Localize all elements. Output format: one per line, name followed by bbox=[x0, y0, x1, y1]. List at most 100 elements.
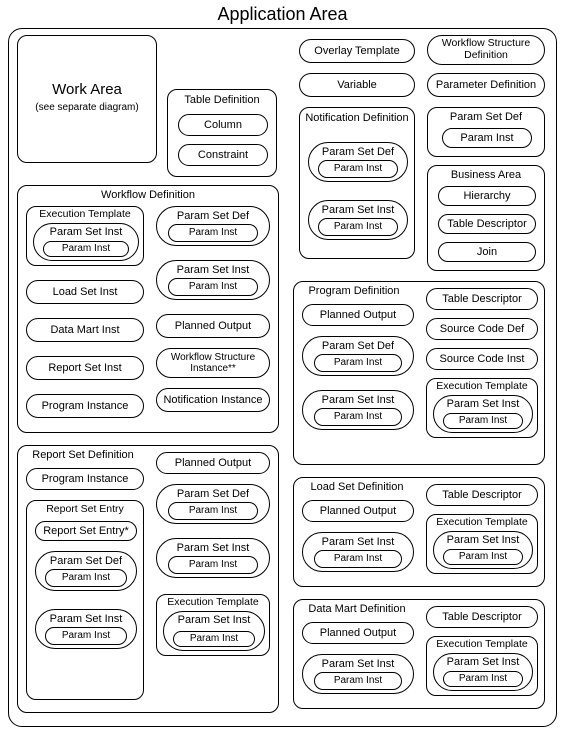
dmd-exec-template: Execution Template Param Set Inst Param … bbox=[426, 636, 538, 696]
variable-pill: Variable bbox=[299, 73, 415, 97]
dmd-td: Table Descriptor bbox=[426, 606, 538, 628]
wf-load-set-inst: Load Set Inst bbox=[26, 280, 144, 304]
pd-psi-child: Param Inst bbox=[314, 408, 402, 426]
pd-et-psi-label: Param Set Inst bbox=[447, 399, 520, 410]
data-mart-definition-box: Data Mart Definition Planned Output Para… bbox=[293, 599, 545, 709]
report-set-def-label: Report Set Definition bbox=[18, 449, 148, 461]
wf-psd-label: Param Set Def bbox=[177, 211, 249, 222]
ba-hierarchy: Hierarchy bbox=[438, 186, 536, 206]
notification-definition-box: Notification Definition Param Set Def Pa… bbox=[299, 107, 415, 259]
lsd-psi-child: Param Inst bbox=[314, 550, 402, 568]
wf-ni: Notification Instance bbox=[156, 388, 270, 412]
rsd-program-instance: Program Instance bbox=[26, 468, 144, 490]
column-pill: Column bbox=[178, 114, 268, 136]
wf-wsi: Workflow Structure Instance** bbox=[156, 348, 270, 378]
rsd-psi-label: Param Set Inst bbox=[177, 543, 250, 554]
wf-planned-output: Planned Output bbox=[156, 314, 270, 338]
constraint-pill: Constraint bbox=[178, 144, 268, 166]
wf-psi-label: Param Set Inst bbox=[177, 265, 250, 276]
business-area-label: Business Area bbox=[428, 169, 544, 181]
parameter-definition-pill: Parameter Definition bbox=[427, 73, 545, 97]
dmd-planned-output: Planned Output bbox=[302, 622, 414, 644]
lsd-td: Table Descriptor bbox=[426, 484, 538, 506]
pd-source-code-inst: Source Code Inst bbox=[426, 348, 538, 370]
notification-def-label-txt: Notification Definition bbox=[305, 112, 408, 124]
work-area-sub: (see separate diagram) bbox=[18, 102, 156, 113]
load-set-definition-box: Load Set Definition Planned Output Param… bbox=[293, 477, 545, 587]
dmd-et-psi-label: Param Set Inst bbox=[447, 657, 520, 668]
pd-psd-child: Param Inst bbox=[314, 354, 402, 372]
rsd-entry-psi-label: Param Set Inst bbox=[50, 614, 123, 625]
wf-et-psi-child: Param Inst bbox=[43, 241, 129, 257]
rsd-psd-label: Param Set Def bbox=[177, 489, 249, 500]
notif-psi-child: Param Inst bbox=[318, 218, 398, 236]
diagram-root: Application Area Work Area (see separate… bbox=[0, 0, 565, 733]
rsd-et-label: Execution Template bbox=[157, 597, 269, 609]
rsd-entry-psi-child: Param Inst bbox=[45, 627, 127, 645]
wf-wsi-label: Workflow Structure Instance** bbox=[161, 352, 265, 374]
param-set-def-box: Param Set Def Param Inst bbox=[427, 107, 545, 157]
report-set-definition-box: Report Set Definition Program Instance R… bbox=[17, 445, 279, 713]
pd-planned-output: Planned Output bbox=[302, 304, 414, 326]
notif-psi-label: Param Set Inst bbox=[322, 205, 395, 216]
wf-program-instance: Program Instance bbox=[26, 394, 144, 418]
dmd-et-label: Execution Template bbox=[427, 639, 537, 651]
param-set-def-box-label: Param Set Def bbox=[428, 111, 544, 123]
program-def-label: Program Definition bbox=[294, 285, 414, 297]
lsd-exec-template: Execution Template Param Set Inst Param … bbox=[426, 514, 538, 574]
pd-exec-template: Execution Template Param Set Inst Param … bbox=[426, 378, 538, 438]
notif-psd-label: Param Set Def bbox=[322, 147, 394, 158]
lsd-et-label: Execution Template bbox=[427, 517, 537, 529]
table-definition-box: Table Definition Column Constraint bbox=[167, 89, 277, 177]
wf-exec-template: Execution Template Param Set Inst Param … bbox=[26, 206, 144, 266]
param-set-def-box-child: Param Inst bbox=[442, 128, 532, 148]
rsd-et-psi-label: Param Set Inst bbox=[178, 615, 251, 626]
load-set-def-label: Load Set Definition bbox=[294, 481, 420, 493]
pd-psd-label: Param Set Def bbox=[322, 341, 394, 352]
notif-psd-child: Param Inst bbox=[318, 160, 398, 178]
pd-exec-template-label: Execution Template bbox=[427, 381, 537, 393]
rsd-et-psi-child: Param Inst bbox=[173, 631, 255, 647]
lsd-psi-label: Param Set Inst bbox=[322, 537, 395, 548]
workflow-def-label: Workflow Definition bbox=[18, 189, 278, 201]
rsd-psi-child: Param Inst bbox=[168, 556, 258, 574]
wf-exec-template-label: Execution Template bbox=[27, 209, 143, 221]
rsd-exec-template: Execution Template Param Set Inst Param … bbox=[156, 594, 270, 656]
rsd-psd-child: Param Inst bbox=[168, 502, 258, 520]
work-area-box: Work Area (see separate diagram) bbox=[17, 35, 157, 163]
rsd-entry-psd-label: Param Set Def bbox=[50, 556, 122, 567]
program-definition-box: Program Definition Planned Output Param … bbox=[293, 281, 545, 465]
rsd-planned-output: Planned Output bbox=[156, 452, 270, 474]
pd-psi-label: Param Set Inst bbox=[322, 395, 395, 406]
table-definition-label: Table Definition bbox=[168, 94, 276, 106]
ba-table-descriptor: Table Descriptor bbox=[438, 214, 536, 234]
wf-data-mart-inst: Data Mart Inst bbox=[26, 318, 144, 342]
lsd-et-psi-child: Param Inst bbox=[443, 549, 523, 565]
workflow-structure-def-label: Workflow Structure Definition bbox=[432, 38, 540, 61]
notification-def-label: Notification Definition bbox=[300, 112, 414, 124]
dmd-et-psi-child: Param Inst bbox=[443, 671, 523, 687]
rsd-entry-psd-child: Param Inst bbox=[45, 569, 127, 587]
wf-psd-child: Param Inst bbox=[168, 224, 258, 242]
lsd-planned-output: Planned Output bbox=[302, 500, 414, 522]
pd-table-descriptor: Table Descriptor bbox=[426, 288, 538, 310]
workflow-structure-def-pill: Workflow Structure Definition bbox=[427, 35, 545, 65]
data-mart-def-label: Data Mart Definition bbox=[294, 603, 420, 615]
pd-source-code-def: Source Code Def bbox=[426, 318, 538, 340]
rsd-entry-label: Report Set Entry bbox=[27, 504, 143, 516]
work-area-label: Work Area bbox=[18, 82, 156, 99]
pd-et-psi-child: Param Inst bbox=[443, 413, 523, 429]
page-title: Application Area bbox=[0, 0, 565, 27]
dmd-psi-label: Param Set Inst bbox=[322, 659, 395, 670]
wf-report-set-inst: Report Set Inst bbox=[26, 356, 144, 380]
business-area-box: Business Area Hierarchy Table Descriptor… bbox=[427, 165, 545, 271]
rsd-entry-self: Report Set Entry* bbox=[35, 521, 137, 541]
overlay-template-pill: Overlay Template bbox=[299, 39, 415, 63]
wf-psi-child: Param Inst bbox=[168, 278, 258, 296]
dmd-psi-child: Param Inst bbox=[314, 672, 402, 690]
wf-et-psi-label: Param Set Inst bbox=[50, 227, 123, 238]
lsd-et-psi-label: Param Set Inst bbox=[447, 535, 520, 546]
ba-join: Join bbox=[438, 242, 536, 262]
application-area-container: Work Area (see separate diagram) Table D… bbox=[8, 28, 557, 727]
rsd-entry: Report Set Entry Report Set Entry* Param… bbox=[26, 500, 144, 700]
